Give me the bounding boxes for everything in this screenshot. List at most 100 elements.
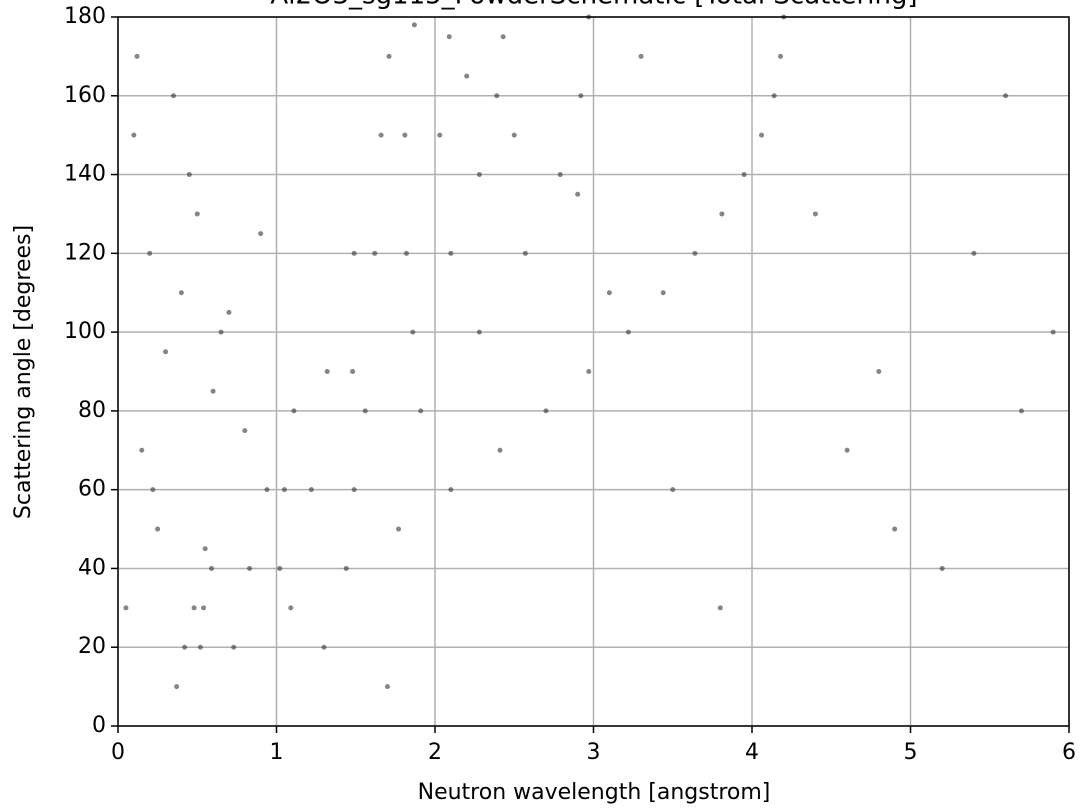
point [123, 605, 129, 611]
point [139, 447, 145, 453]
point [446, 34, 452, 40]
point [638, 53, 644, 59]
point [351, 250, 357, 256]
point [418, 408, 424, 414]
point [1003, 93, 1009, 99]
point [557, 172, 563, 178]
point [971, 250, 977, 256]
y-tick-label: 80 [78, 398, 106, 423]
point [202, 546, 208, 552]
point [134, 53, 140, 59]
point [288, 605, 294, 611]
point [324, 369, 330, 374]
point [343, 565, 349, 571]
point [717, 605, 723, 611]
point [378, 132, 384, 138]
point [437, 132, 443, 138]
point [281, 487, 287, 493]
point [1018, 408, 1024, 414]
point [384, 684, 390, 690]
point [218, 329, 224, 335]
point [410, 329, 416, 335]
point [194, 211, 200, 217]
x-tick-label: 0 [111, 740, 125, 765]
y-tick-label: 160 [64, 83, 106, 108]
point [575, 191, 581, 197]
point [812, 211, 818, 217]
point [372, 250, 378, 256]
x-tick-label: 1 [270, 740, 284, 765]
x-tick-label: 2 [428, 740, 442, 765]
y-tick-label: 0 [92, 713, 106, 738]
point [892, 526, 898, 532]
plot-frame [117, 16, 1070, 727]
point [1050, 329, 1056, 335]
point [226, 309, 232, 315]
point [210, 388, 216, 394]
point [402, 132, 408, 138]
point [497, 447, 503, 453]
point [258, 231, 264, 237]
point [386, 53, 392, 59]
point [170, 93, 176, 99]
point [511, 132, 517, 138]
point [277, 565, 283, 571]
point [876, 369, 882, 374]
point [778, 53, 784, 59]
point [191, 605, 197, 611]
point [759, 132, 765, 138]
point [147, 250, 153, 256]
point [209, 565, 215, 571]
y-tick-label: 120 [64, 240, 106, 265]
x-tick-label: 4 [745, 740, 759, 765]
y-tick-label: 60 [78, 477, 106, 502]
point [476, 329, 482, 335]
y-tick-label: 180 [64, 4, 106, 29]
x-axis-label: Neutron wavelength [angstrom] [418, 780, 771, 805]
point [586, 369, 592, 374]
point [351, 487, 357, 493]
point [174, 684, 180, 690]
point [692, 250, 698, 256]
point [242, 428, 248, 434]
y-tick-label: 100 [64, 319, 106, 344]
point [660, 290, 666, 296]
y-tick-label: 20 [78, 634, 106, 659]
point [448, 250, 454, 256]
point [155, 526, 161, 532]
point [741, 172, 747, 178]
point [291, 408, 297, 414]
point [771, 93, 777, 99]
point [264, 487, 270, 493]
point [522, 250, 528, 256]
point [201, 605, 207, 611]
point [606, 290, 612, 296]
y-axis-label: Scattering angle [degrees] [11, 225, 36, 519]
x-tick-label: 6 [1062, 740, 1076, 765]
point [464, 73, 470, 79]
point [719, 211, 725, 217]
point [939, 565, 945, 571]
point [844, 447, 850, 453]
point [411, 22, 417, 28]
point [131, 132, 137, 138]
point [308, 487, 314, 493]
x-tick-label: 3 [587, 740, 601, 765]
point [182, 644, 188, 650]
point [247, 565, 253, 571]
point [231, 644, 237, 650]
point [500, 34, 506, 40]
point [150, 487, 156, 493]
point [321, 644, 327, 650]
point [494, 93, 500, 99]
x-tick-label: 5 [904, 740, 918, 765]
point [197, 644, 203, 650]
point [186, 172, 192, 178]
point [476, 172, 482, 178]
point [543, 408, 549, 414]
point [448, 487, 454, 493]
point [670, 487, 676, 493]
point [403, 250, 409, 256]
point [350, 369, 356, 374]
